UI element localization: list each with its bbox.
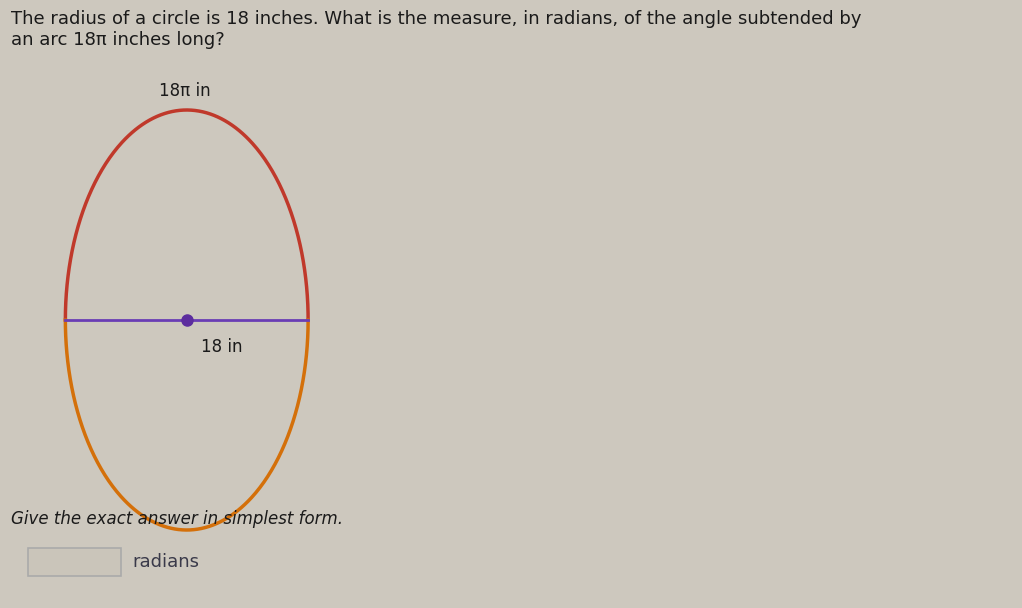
Text: The radius of a circle is 18 inches. What is the measure, in radians, of the ang: The radius of a circle is 18 inches. Wha…: [11, 10, 862, 49]
Text: radians: radians: [133, 553, 199, 571]
FancyBboxPatch shape: [28, 548, 122, 576]
Text: Give the exact answer in simplest form.: Give the exact answer in simplest form.: [11, 510, 343, 528]
Text: 18π in: 18π in: [158, 82, 211, 100]
Text: 18 in: 18 in: [200, 338, 242, 356]
